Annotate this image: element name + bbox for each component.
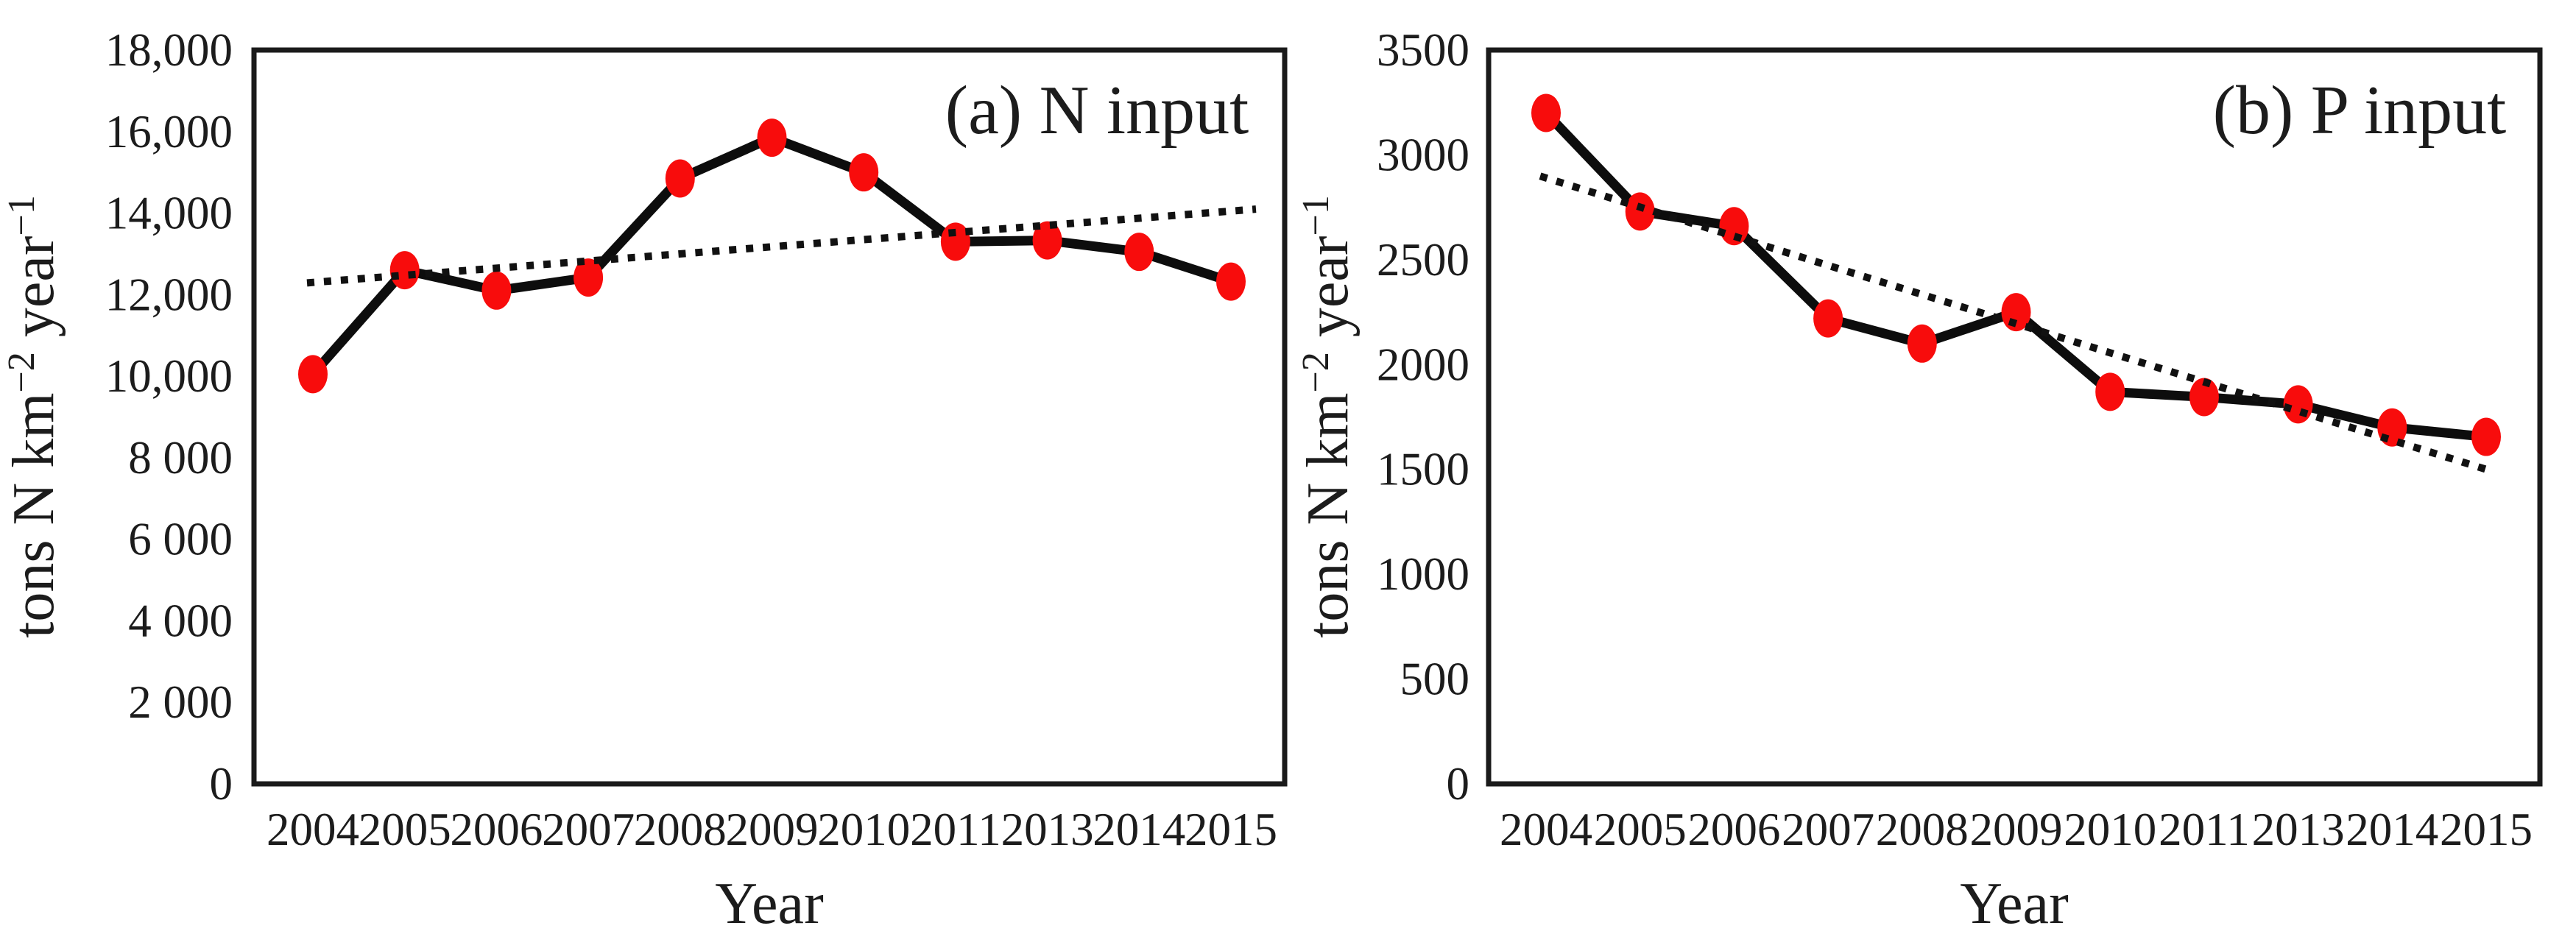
y-tick-label-10000: 10,000 — [105, 350, 233, 402]
x-tick-label-2005: 2005 — [1594, 804, 1687, 855]
x-tick-label-2004: 2004 — [267, 804, 359, 855]
x-tick-label-2007: 2007 — [542, 804, 635, 855]
x-tick-label-2005: 2005 — [359, 804, 451, 855]
trendline — [1539, 172, 2492, 475]
x-tick-label-2010: 2010 — [2064, 804, 2156, 855]
y-tick-label-0: 0 — [1447, 758, 1470, 810]
y-tick-label-8000: 8 000 — [128, 432, 233, 484]
y-axis-title-sup: −2 — [1, 352, 43, 392]
chart-b-layer: 0 500 1000 1500 2000 2500 3000 3500 2004 2005 2006… — [1377, 24, 2533, 855]
chart-panel-p-input: 0 500 1000 1500 2000 2500 3000 3500 2004 2005 2006… — [1296, 24, 2543, 936]
x-tick-label-2006: 2006 — [450, 804, 543, 855]
y-tick-label-4000: 4 000 — [128, 595, 233, 646]
data-point-marker-2014 — [1124, 233, 1154, 272]
chart-panel-n-input: 0 2 000 4 000 6 000 8 000 10,000 12,000 14,000 1… — [1, 24, 1288, 936]
y-tick-label-12000: 12,000 — [105, 269, 233, 320]
x-tick-label-2004: 2004 — [1500, 804, 1592, 855]
data-point-marker-2010 — [849, 153, 879, 192]
y-tick-label-6000: 6 000 — [128, 514, 233, 565]
panel-title: (a) N input — [945, 72, 1249, 149]
y-tick-label-1000: 1000 — [1377, 548, 1469, 600]
y-axis-title: tons N km−2 year−1 — [1, 195, 66, 638]
data-point-marker-2009 — [757, 118, 787, 158]
data-point-marker-2010 — [2095, 372, 2125, 411]
x-axis-title: Year — [715, 871, 823, 936]
x-tick-label-2015: 2015 — [1185, 804, 1277, 855]
data-point-marker-2011 — [2189, 378, 2219, 417]
y-tick-label-14000: 14,000 — [105, 188, 233, 239]
x-tick-label-2011: 2011 — [910, 804, 1001, 855]
data-point-marker-2008 — [1907, 324, 1937, 363]
y-tick-label-18000: 18,000 — [105, 24, 233, 76]
data-point-marker-2005 — [389, 251, 420, 290]
x-tick-label-2013: 2013 — [1001, 804, 1094, 855]
data-series-line — [1541, 107, 2491, 442]
data-point-marker-2007 — [574, 258, 604, 297]
y-tick-label-0: 0 — [210, 758, 233, 810]
plot-area-border — [1486, 47, 2543, 787]
data-point-marker-2008 — [665, 159, 695, 198]
x-tick-label-2014: 2014 — [2346, 804, 2438, 855]
x-tick-label-2011: 2011 — [2159, 804, 2250, 855]
y-tick-label-16000: 16,000 — [105, 106, 233, 158]
data-point-marker-2007 — [1813, 299, 1843, 338]
x-tick-label-2015: 2015 — [2440, 804, 2533, 855]
x-tick-label-2007: 2007 — [1782, 804, 1874, 855]
data-point-marker-2004 — [298, 355, 328, 394]
data-point-marker-2011 — [940, 222, 970, 261]
data-point-marker-2015 — [1216, 262, 1246, 301]
panel-title: (b) P input — [2213, 72, 2507, 149]
data-point-marker-2004 — [1531, 93, 1561, 132]
y-axis-title-text: tons N km — [1, 392, 66, 637]
x-tick-label-2013: 2013 — [2252, 804, 2345, 855]
x-axis-title: Year — [1960, 871, 2068, 936]
y-axis-title-text: tons N km — [1296, 392, 1361, 637]
x-tick-label-2008: 2008 — [634, 804, 727, 855]
x-tick-label-2009: 2009 — [726, 804, 819, 855]
x-tick-label-2014: 2014 — [1093, 804, 1185, 855]
y-tick-label-2000: 2 000 — [128, 676, 233, 728]
data-point-marker-2013 — [1032, 221, 1062, 260]
y-tick-label-2000: 2000 — [1377, 339, 1469, 390]
plot-area-border — [251, 47, 1288, 787]
x-tick-label-2009: 2009 — [1970, 804, 2063, 855]
data-point-marker-2015 — [2471, 417, 2501, 456]
data-series-line — [308, 132, 1236, 379]
y-tick-label-2500: 2500 — [1377, 234, 1469, 286]
data-point-marker-2005 — [1625, 192, 1655, 231]
y-axis-title-sup: −2 — [1296, 352, 1337, 392]
trendline — [306, 205, 1257, 287]
y-axis-title-text: year — [1296, 236, 1361, 352]
x-tick-label-2006: 2006 — [1687, 804, 1780, 855]
y-tick-label-500: 500 — [1400, 654, 1470, 705]
x-tick-label-2010: 2010 — [817, 804, 910, 855]
y-axis-title-sup: −1 — [1, 195, 43, 236]
y-tick-label-3000: 3000 — [1377, 129, 1469, 180]
data-point-marker-2009 — [2001, 293, 2031, 332]
x-tick-label-2008: 2008 — [1876, 804, 1969, 855]
y-axis-title-text: year — [1, 236, 66, 352]
y-tick-label-1500: 1500 — [1377, 444, 1469, 495]
y-tick-label-3500: 3500 — [1377, 24, 1469, 76]
data-point-marker-2006 — [481, 271, 512, 310]
y-axis-title: tons N km−2 year−1 — [1296, 195, 1361, 638]
y-axis-title-sup: −1 — [1296, 195, 1337, 236]
chart-a-layer: 0 2 000 4 000 6 000 8 000 10,000 12,000 14,000 1… — [105, 24, 1277, 855]
